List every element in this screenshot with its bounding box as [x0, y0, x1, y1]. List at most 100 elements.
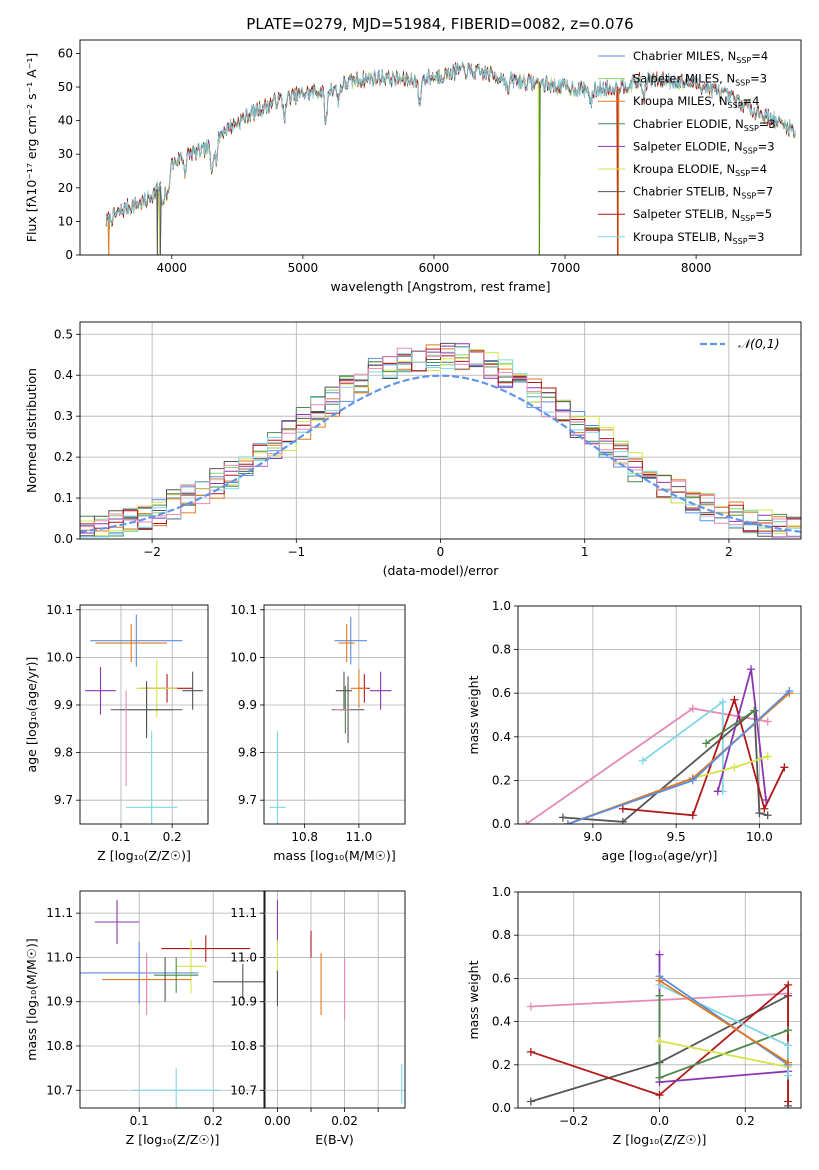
y-tick-label: 10.9	[46, 995, 73, 1009]
weight-marker	[655, 991, 664, 1000]
errorbar-point	[154, 957, 199, 993]
axes-frame	[263, 890, 406, 1109]
weight-marker	[638, 756, 647, 765]
legend-entry: Kroupa MILES, NSSP=4	[633, 94, 759, 110]
y-axis-label: mass weight	[466, 675, 481, 754]
spectrum-legend: Chabrier MILES, NSSP=4 Salpeter MILES, NS…	[598, 49, 776, 246]
y-tick-label: 0.1	[54, 491, 73, 505]
weight-marker	[655, 1037, 664, 1046]
weight-marker	[526, 1047, 535, 1056]
age-massweight-panel: 9.0 9.5 10.0 0.0 0.2 0.4 0.6 0.8 1.0 age [log₁₀(a…	[466, 599, 802, 863]
y-axis-label: mass weight	[466, 960, 481, 1039]
weight-marker	[618, 817, 627, 824]
x-axis-label: age [log₁₀(age/yr)]	[602, 848, 718, 863]
weight-marker	[713, 787, 722, 796]
errorbar-point	[85, 666, 116, 715]
y-tick-label: 0.5	[54, 327, 73, 341]
axes-frame	[79, 321, 802, 540]
x-axis-label: Z [log₁₀(Z/Z☉)]	[613, 1132, 707, 1147]
y-tick-label: 11.0	[230, 950, 257, 964]
y-tick-label: 0.4	[492, 730, 511, 744]
legend-entry: Kroupa STELIB, NSSP=3	[633, 230, 764, 246]
y-tick-label: 0.2	[54, 450, 73, 464]
weight-marker	[760, 804, 769, 813]
weight-marker	[762, 796, 771, 805]
errorbar-point	[95, 624, 168, 663]
weight-marker	[655, 1091, 664, 1100]
y-tick-label: 0.0	[492, 1101, 511, 1115]
Z-age-ticks: 0.1 0.2 9.7 9.8 9.9 10.0 10.1	[46, 603, 181, 844]
weight-marker	[563, 820, 572, 824]
weight-marker	[763, 717, 772, 726]
legend-entry: Salpeter ELODIE, NSSP=3	[633, 139, 775, 155]
errorbar-point	[136, 659, 178, 717]
axes-frame	[79, 39, 802, 256]
weight-marker	[558, 813, 567, 822]
x-tick-label: 9.0	[583, 830, 602, 844]
weight-marker	[526, 1097, 535, 1106]
errorbar-point	[161, 935, 251, 962]
mass-age-grid	[264, 605, 405, 824]
y-tick-label: 9.7	[54, 793, 73, 807]
y-tick-label: 9.7	[238, 793, 257, 807]
x-tick-label: 7000	[550, 261, 581, 275]
x-axis-label: wavelength [Angstrom, rest frame]	[330, 279, 550, 294]
mass-age-ticks: 10.8 11.0 9.7 9.8 9.9 10.0 10.1	[230, 603, 372, 844]
x-axis-label: Z [log₁₀(Z/Z☉)]	[126, 1132, 220, 1147]
weight-marker	[784, 980, 793, 989]
errorbar-point	[350, 669, 368, 708]
y-tick-label: 10.8	[230, 1039, 257, 1053]
x-tick-label: 0.1	[111, 830, 130, 844]
legend-entry: Salpeter STELIB, NSSP=5	[633, 207, 772, 223]
y-tick-label: 10.1	[230, 603, 257, 617]
Z-massweight-panel: −0.2 0.0 0.2 0.0 0.2 0.4 0.6 0.8 1.0 Z [log₁₀(Z/Z…	[466, 885, 802, 1147]
x-tick-label: 2	[725, 545, 733, 559]
residuals-plot-area	[80, 342, 801, 538]
y-tick-label: 0.0	[492, 817, 511, 831]
x-axis-label: Z [log₁₀(Z/Z☉)]	[97, 848, 191, 863]
weight-marker	[702, 739, 711, 748]
weight-marker	[522, 820, 531, 824]
legend-entry: Chabrier STELIB, NSSP=7	[633, 185, 773, 201]
y-tick-label: 0.4	[492, 1015, 511, 1029]
Z-massweight-ticks: −0.2 0.0 0.2 0.0 0.2 0.4 0.6 0.8 1.0	[492, 885, 755, 1128]
x-tick-label: 0.2	[163, 830, 182, 844]
x-tick-label: 0.00	[264, 1114, 291, 1128]
y-tick-label: 10.0	[230, 650, 257, 664]
x-tick-label: 4000	[156, 261, 187, 275]
axes-frame	[517, 891, 802, 1109]
x-tick-label: 0.1	[130, 1114, 149, 1128]
weight-marker	[784, 1097, 793, 1106]
y-axis-label: Normed distribution	[24, 368, 39, 493]
y-tick-label: 0.6	[492, 971, 511, 985]
y-axis-label: mass [log₁₀(M/M☉)]	[24, 938, 39, 1060]
weight-marker	[730, 695, 739, 704]
x-tick-label: 10.8	[291, 830, 318, 844]
weight-marker	[526, 1002, 535, 1011]
y-tick-label: 10	[58, 214, 73, 228]
y-tick-label: 60	[58, 46, 73, 60]
y-tick-label: 20	[58, 181, 73, 195]
weight-marker	[718, 697, 727, 706]
y-tick-label: 11.1	[230, 906, 257, 920]
x-tick-label: 9.5	[667, 830, 686, 844]
Z-massweight-plot-area	[526, 950, 793, 1108]
weight-marker	[688, 776, 697, 785]
y-tick-label: 11.1	[46, 906, 73, 920]
y-tick-label: 10.7	[230, 1083, 257, 1097]
y-tick-label: 0.4	[54, 368, 73, 382]
y-tick-label: 0.2	[492, 1058, 511, 1072]
weight-marker	[755, 809, 764, 818]
errorbar-point	[334, 616, 368, 665]
Z-mass-ticks: 0.1 0.2 10.7 10.8 10.9 11.0 11.1	[46, 906, 222, 1128]
Z-mass-panel: 0.1 0.2 10.7 10.8 10.9 11.0 11.1 Z [log₁₀(Z/Z☉)…	[24, 890, 266, 1147]
y-tick-label: 10.8	[46, 1039, 73, 1053]
y-tick-label: 0.6	[492, 686, 511, 700]
axes-frame	[263, 604, 406, 825]
spectrum-plot-area	[105, 60, 796, 255]
errorbar-point	[176, 939, 206, 993]
y-tick-label: 1.0	[492, 885, 511, 899]
x-tick-label: 8000	[681, 261, 712, 275]
x-tick-label: 0.2	[204, 1114, 223, 1128]
y-tick-label: 0.8	[492, 643, 511, 657]
